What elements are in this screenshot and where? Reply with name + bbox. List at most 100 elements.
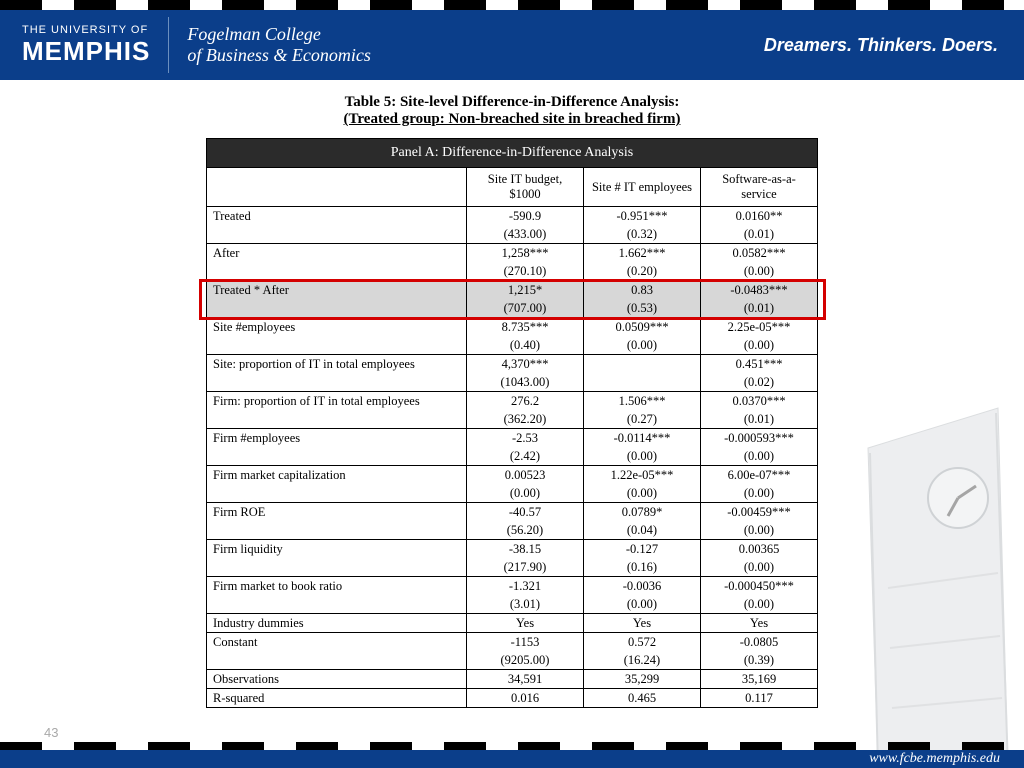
col-it-employees: Site # IT employees: [584, 168, 701, 207]
row-label: Constant: [207, 633, 467, 652]
cell: -2.53: [467, 429, 584, 448]
table-row: Firm: proportion of IT in total employee…: [207, 392, 818, 411]
cell: -0.127: [584, 540, 701, 559]
cell: -0.000593***: [701, 429, 818, 448]
table-row: (56.20)(0.04)(0.00): [207, 521, 818, 540]
cell: (0.00): [584, 336, 701, 355]
row-label: After: [207, 244, 467, 263]
row-label: R-squared: [207, 689, 467, 708]
logo-top-text: THE UNIVERSITY OF: [22, 24, 150, 36]
row-label: [207, 447, 467, 466]
college-name: Fogelman College of Business & Economics: [169, 24, 370, 66]
cell: -590.9: [467, 207, 584, 226]
college-line1: Fogelman College: [187, 24, 370, 45]
table-row: Firm market capitalization0.005231.22e-0…: [207, 466, 818, 485]
table-row: Observations34,59135,29935,169: [207, 670, 818, 689]
cell: (0.00): [701, 558, 818, 577]
row-label: [207, 521, 467, 540]
cell: (707.00): [467, 299, 584, 318]
cell: (0.00): [701, 484, 818, 503]
cell: [584, 373, 701, 392]
cell: 1.506***: [584, 392, 701, 411]
cell: (0.00): [701, 521, 818, 540]
cell: 0.117: [701, 689, 818, 708]
cell: 8.735***: [467, 318, 584, 337]
table-row: (362.20)(0.27)(0.01): [207, 410, 818, 429]
cell: 276.2: [467, 392, 584, 411]
cell: 35,299: [584, 670, 701, 689]
table-row: Firm market to book ratio-1.321-0.0036-0…: [207, 577, 818, 596]
row-label: [207, 595, 467, 614]
cell: -1.321: [467, 577, 584, 596]
university-logo: THE UNIVERSITY OF MEMPHIS: [0, 17, 169, 73]
col-it-budget: Site IT budget, $1000: [467, 168, 584, 207]
cell: 1,258***: [467, 244, 584, 263]
table-row: (1043.00)(0.02): [207, 373, 818, 392]
cell: Yes: [584, 614, 701, 633]
table-title: Table 5: Site-level Difference-in-Differ…: [345, 94, 680, 111]
table-row: R-squared0.0160.4650.117: [207, 689, 818, 708]
table-row: Firm ROE-40.570.0789*-0.00459***: [207, 503, 818, 522]
cell: (270.10): [467, 262, 584, 281]
row-label: Firm ROE: [207, 503, 467, 522]
table-row: Industry dummiesYesYesYes: [207, 614, 818, 633]
row-label: Firm: proportion of IT in total employee…: [207, 392, 467, 411]
table-row: (9205.00)(16.24)(0.39): [207, 651, 818, 670]
cell: Yes: [701, 614, 818, 633]
cell: (3.01): [467, 595, 584, 614]
cell: (0.01): [701, 225, 818, 244]
row-label: [207, 299, 467, 318]
row-label: [207, 410, 467, 429]
cell: 1.22e-05***: [584, 466, 701, 485]
cell: -40.57: [467, 503, 584, 522]
table-row: (217.90)(0.16)(0.00): [207, 558, 818, 577]
row-label: Site: proportion of IT in total employee…: [207, 355, 467, 374]
cell: (0.53): [584, 299, 701, 318]
cell: 0.0160**: [701, 207, 818, 226]
cell: (0.20): [584, 262, 701, 281]
cell: 0.451***: [701, 355, 818, 374]
row-label: [207, 484, 467, 503]
col-blank: [207, 168, 467, 207]
cell: (0.00): [584, 595, 701, 614]
cell: (433.00): [467, 225, 584, 244]
row-label: [207, 336, 467, 355]
cell: 0.00523: [467, 466, 584, 485]
table-row: After1,258***1.662***0.0582***: [207, 244, 818, 263]
table-subtitle: (Treated group: Non-breached site in bre…: [344, 111, 681, 128]
row-label: Firm #employees: [207, 429, 467, 448]
cell: (56.20): [467, 521, 584, 540]
footer-url: www.fcbe.memphis.edu: [869, 751, 1024, 767]
table-row: Treated * After1,215*0.83-0.0483***: [207, 281, 818, 300]
panel-header: Panel A: Difference-in-Difference Analys…: [207, 139, 818, 168]
row-label: Treated: [207, 207, 467, 226]
row-label: [207, 262, 467, 281]
footer-bar: www.fcbe.memphis.edu: [0, 750, 1024, 768]
cell: Yes: [467, 614, 584, 633]
row-label: Site #employees: [207, 318, 467, 337]
row-label: Firm liquidity: [207, 540, 467, 559]
table-row: Site #employees8.735***0.0509***2.25e-05…: [207, 318, 818, 337]
cell: (2.42): [467, 447, 584, 466]
table-row: Constant-11530.572-0.0805: [207, 633, 818, 652]
cell: -0.0114***: [584, 429, 701, 448]
cell: 4,370***: [467, 355, 584, 374]
table-row: (433.00)(0.32)(0.01): [207, 225, 818, 244]
cell: (217.90): [467, 558, 584, 577]
college-line2: of Business & Economics: [187, 45, 370, 66]
cell: (0.02): [701, 373, 818, 392]
row-label: Observations: [207, 670, 467, 689]
cell: 0.0370***: [701, 392, 818, 411]
row-label: Treated * After: [207, 281, 467, 300]
cell: (0.00): [467, 484, 584, 503]
row-label: Firm market capitalization: [207, 466, 467, 485]
page-number: 43: [44, 725, 58, 740]
cell: 0.465: [584, 689, 701, 708]
cell: -0.00459***: [701, 503, 818, 522]
cell: -38.15: [467, 540, 584, 559]
column-header-row: Site IT budget, $1000 Site # IT employee…: [207, 168, 818, 207]
table-row: Firm #employees-2.53-0.0114***-0.000593*…: [207, 429, 818, 448]
row-label: Industry dummies: [207, 614, 467, 633]
cell: (0.01): [701, 410, 818, 429]
cell: (0.00): [701, 595, 818, 614]
